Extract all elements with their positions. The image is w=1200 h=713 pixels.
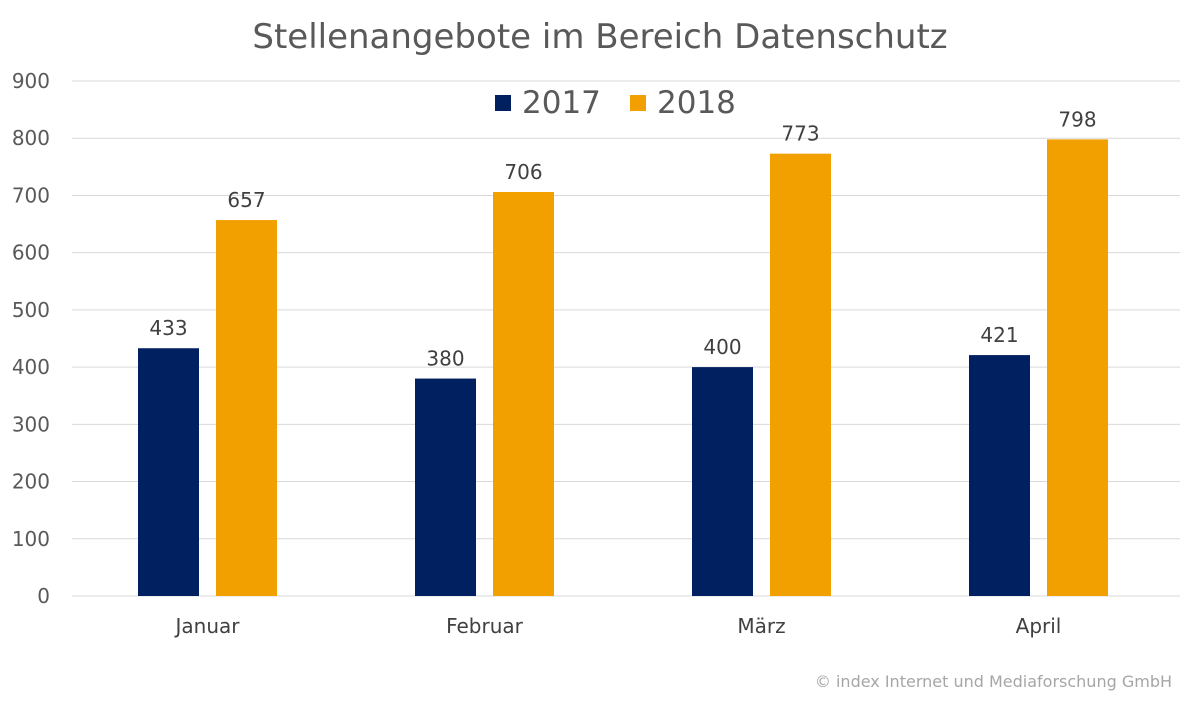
bar-2017-März <box>692 367 753 596</box>
chart-title: Stellenangebote im Bereich Datenschutz <box>252 17 947 57</box>
y-tick-label: 700 <box>12 183 50 207</box>
bars <box>138 139 1108 597</box>
y-tick-label: 200 <box>12 470 50 494</box>
legend-label: 2018 <box>657 85 736 121</box>
y-tick-label: 900 <box>12 69 50 93</box>
data-label: 706 <box>504 160 542 184</box>
bar-2017-Januar <box>138 348 199 596</box>
data-label: 433 <box>149 316 187 340</box>
legend-swatch-2017 <box>495 95 511 111</box>
credit: © index Internet und Mediaforschung GmbH <box>815 672 1172 691</box>
legend-swatch-2018 <box>630 95 646 111</box>
y-tick-label: 800 <box>12 126 50 150</box>
x-tick-label: Februar <box>446 614 524 638</box>
y-tick-label: 600 <box>12 241 50 265</box>
data-label: 657 <box>227 188 265 212</box>
bar-2017-April <box>969 355 1030 596</box>
x-tick-label: März <box>737 614 785 638</box>
x-axis-ticks: Januar Februar März April <box>174 614 1062 638</box>
data-label: 798 <box>1058 107 1096 131</box>
y-tick-label: 400 <box>12 355 50 379</box>
data-label: 773 <box>781 122 819 146</box>
bar-2018-Januar <box>216 220 277 597</box>
y-tick-label: 300 <box>12 412 50 436</box>
bar-2018-April <box>1047 139 1108 596</box>
x-tick-label: April <box>1016 614 1062 638</box>
y-tick-label: 100 <box>12 527 50 551</box>
bar-2018-Februar <box>493 192 554 596</box>
y-axis-ticks: 0 100 200 300 400 500 600 700 800 900 <box>12 69 50 608</box>
bar-2018-März <box>770 153 831 596</box>
data-labels: 433 657 380 706 400 773 421 798 <box>149 107 1096 370</box>
legend-label: 2017 <box>522 85 601 121</box>
legend: 2017 2018 <box>495 85 736 121</box>
y-tick-label: 0 <box>37 584 50 608</box>
data-label: 400 <box>703 335 741 359</box>
bar-2017-Februar <box>415 378 476 596</box>
x-tick-label: Januar <box>174 614 241 638</box>
y-tick-label: 500 <box>12 298 50 322</box>
data-label: 421 <box>980 323 1018 347</box>
data-label: 380 <box>426 347 464 371</box>
